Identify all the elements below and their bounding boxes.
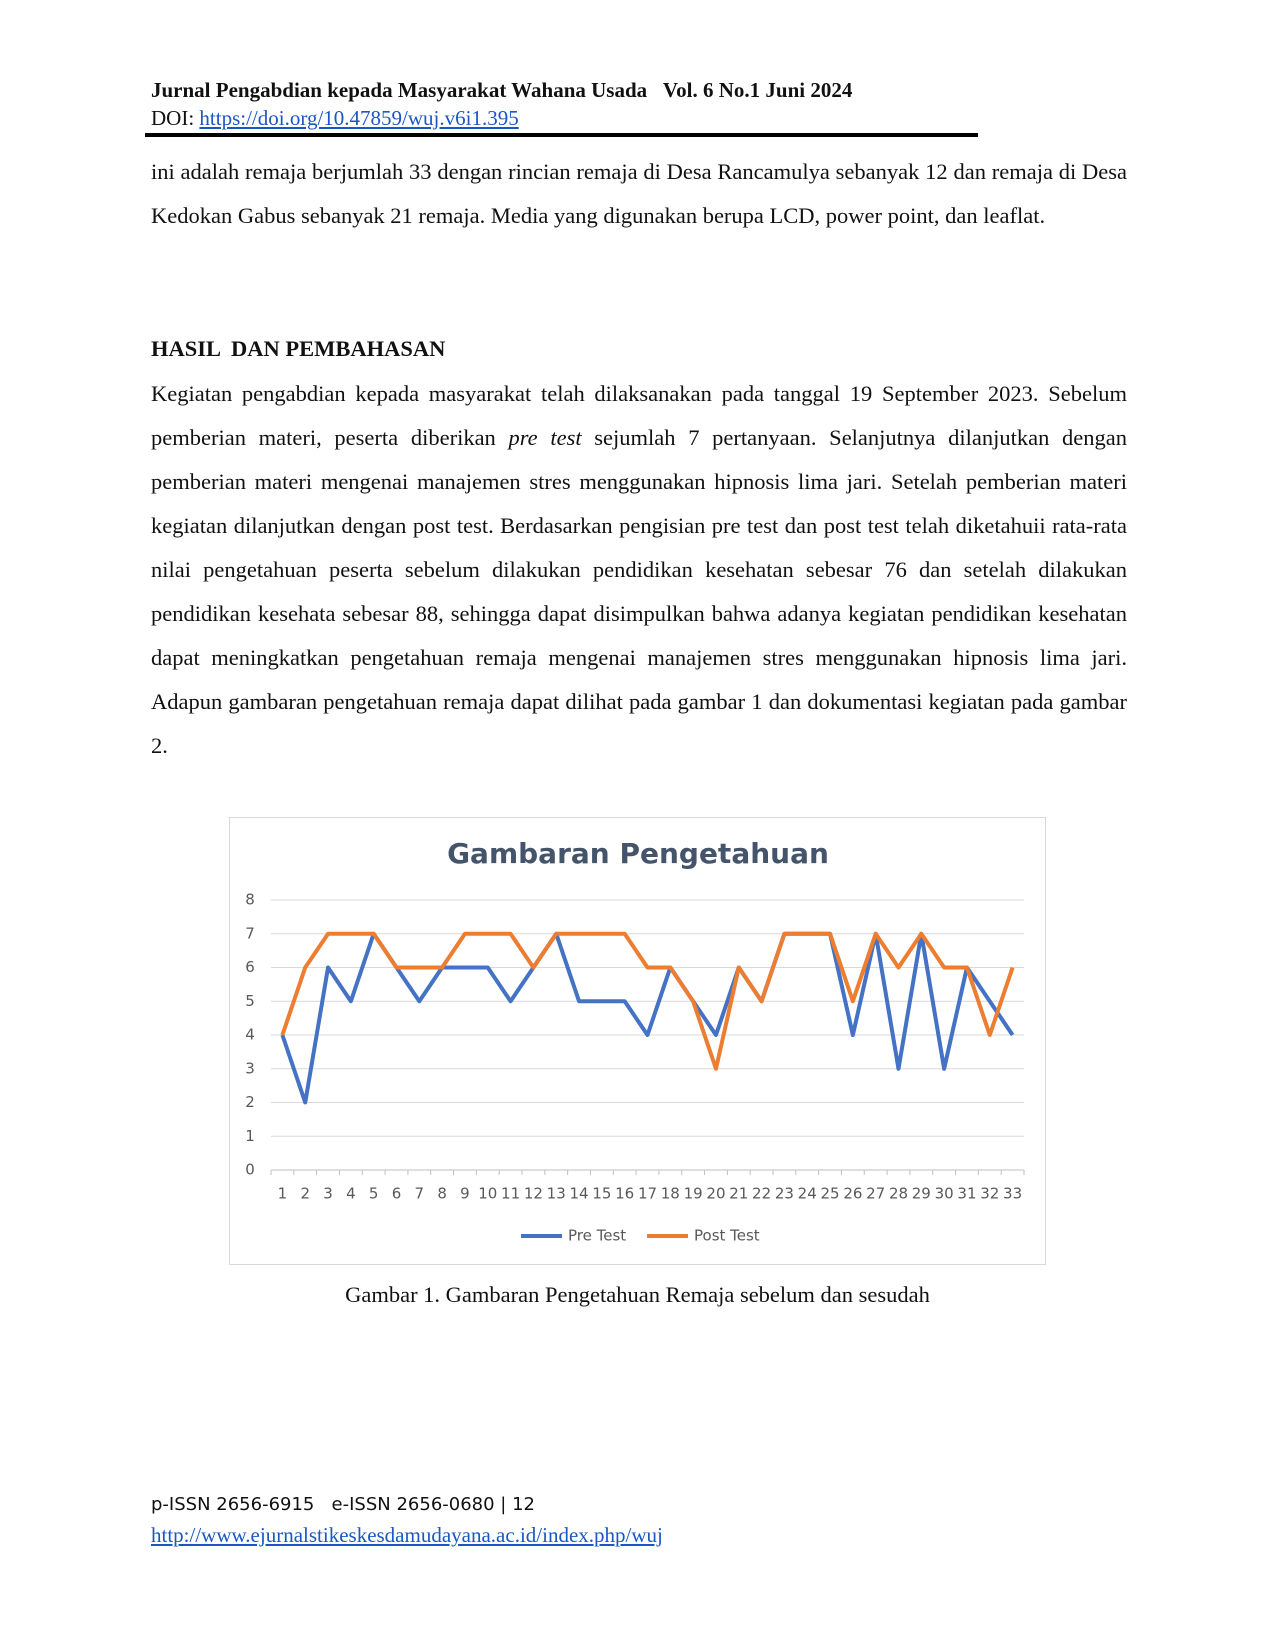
x-tick-label: 10 — [478, 1185, 497, 1203]
x-tick-label: 6 — [392, 1185, 402, 1203]
legend-label: Post Test — [694, 1227, 760, 1245]
paragraph: Kegiatan pengabdian kepada masyarakat te… — [151, 372, 1127, 768]
x-tick-label: 5 — [369, 1185, 379, 1203]
x-tick-label: 15 — [592, 1185, 611, 1203]
x-tick-label: 17 — [638, 1185, 657, 1203]
journal-name: Jurnal Pengabdian kepada Masyarakat Waha… — [151, 78, 648, 102]
x-tick-label: 8 — [437, 1185, 447, 1203]
volume: Vol. 6 No.1 Juni 2024 — [662, 78, 853, 102]
y-tick-label: 6 — [245, 958, 255, 976]
section-heading: HASIL DAN PEMBAHASAN — [151, 336, 446, 361]
text: Kegiatan pengabdian kepada masyarakat te… — [151, 381, 1127, 450]
x-tick-label: 1 — [278, 1185, 288, 1203]
x-tick-label: 29 — [912, 1185, 931, 1203]
header-rule — [145, 133, 978, 137]
x-tick-label: 14 — [569, 1185, 588, 1203]
y-tick-label: 4 — [245, 1026, 255, 1044]
footer-link[interactable]: http://www.ejurnalstikeskesdamudayana.ac… — [151, 1523, 663, 1547]
x-tick-label: 24 — [798, 1185, 817, 1203]
chart-title: Gambaran Pengetahuan — [447, 837, 829, 870]
x-tick-label: 22 — [752, 1185, 771, 1203]
legend-label: Pre Test — [568, 1227, 626, 1245]
x-tick-label: 31 — [957, 1185, 976, 1203]
x-tick-label: 18 — [661, 1185, 680, 1203]
x-tick-label: 12 — [524, 1185, 543, 1203]
figure-caption: Gambar 1. Gambaran Pengetahuan Remaja se… — [345, 1282, 930, 1307]
y-tick-label: 3 — [245, 1059, 255, 1077]
x-tick-label: 32 — [980, 1185, 999, 1203]
y-tick-label: 1 — [245, 1127, 255, 1145]
x-tick-label: 7 — [415, 1185, 425, 1203]
x-tick-label: 25 — [820, 1185, 839, 1203]
x-tick-label: 2 — [300, 1185, 310, 1203]
x-tick-label: 20 — [706, 1185, 725, 1203]
x-tick-label: 9 — [460, 1185, 470, 1203]
x-tick-label: 19 — [684, 1185, 703, 1203]
x-tick-label: 21 — [729, 1185, 748, 1203]
x-tick-label: 26 — [843, 1185, 862, 1203]
paragraph: ini adalah remaja berjumlah 33 dengan ri… — [151, 159, 1127, 228]
x-tick-label: 11 — [501, 1185, 520, 1203]
data-line — [280, 931, 1015, 1105]
y-tick-label: 0 — [245, 1161, 255, 1179]
y-tick-label: 8 — [245, 891, 255, 909]
x-tick-label: 4 — [346, 1185, 356, 1203]
x-tick-label: 16 — [615, 1185, 634, 1203]
x-tick-label: 23 — [775, 1185, 794, 1203]
doi-link[interactable]: https://doi.org/10.47859/wuj.v6i1.395 — [199, 106, 519, 130]
footer-url: http://www.ejurnalstikeskesdamudayana.ac… — [151, 1523, 663, 1548]
italic-text: pre test — [508, 425, 582, 450]
y-tick-label: 2 — [245, 1093, 255, 1111]
text: sejumlah 7 pertanyaan. Selanjutnya dilan… — [151, 425, 1127, 758]
header: Jurnal Pengabdian kepada Masyarakat Waha… — [151, 76, 852, 132]
data-line — [280, 931, 1015, 1071]
x-tick-label: 27 — [866, 1185, 885, 1203]
x-tick-label: 3 — [323, 1185, 333, 1203]
x-tick-label: 28 — [889, 1185, 908, 1203]
x-tick-label: 33 — [1003, 1185, 1022, 1203]
y-tick-label: 5 — [245, 992, 255, 1010]
y-tick-label: 7 — [245, 924, 255, 942]
x-tick-label: 30 — [935, 1185, 954, 1203]
x-tick-label: 13 — [547, 1185, 566, 1203]
issn: p-ISSN 2656-6915 e-ISSN 2656-0680 | 12 — [151, 1494, 535, 1515]
doi-label: DOI: — [151, 106, 195, 130]
